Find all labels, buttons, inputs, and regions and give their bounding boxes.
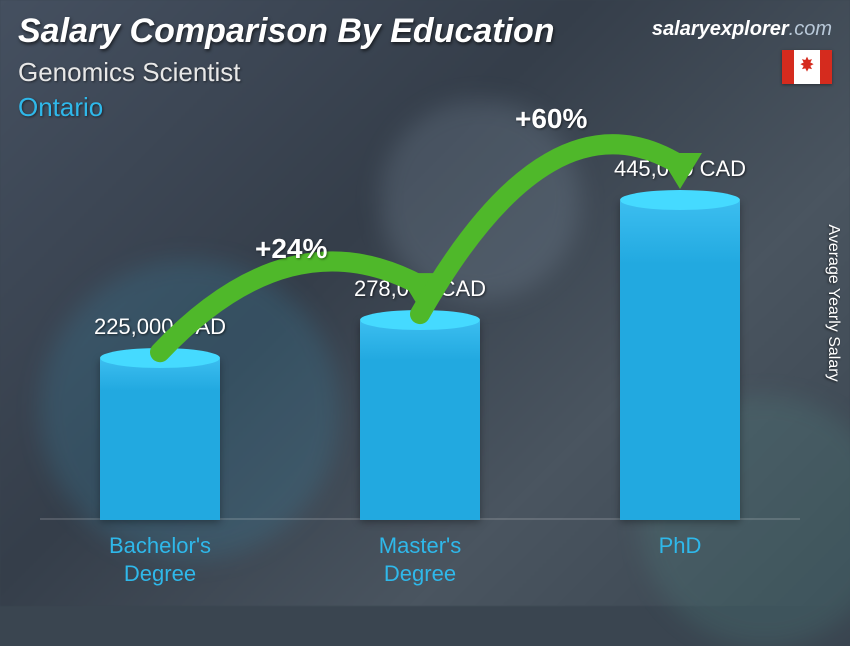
brand-name: salaryexplorer — [652, 18, 789, 40]
y-axis-label: Average Yearly Salary — [824, 224, 842, 381]
brand-logo: salaryexplorer.com — [652, 18, 832, 41]
maple-leaf-icon — [797, 55, 817, 79]
increase-arc: +60% — [40, 140, 800, 588]
brand-domain: .com — [789, 18, 832, 40]
bar-chart: 225,000 CADBachelor'sDegree278,000 CADMa… — [40, 140, 800, 588]
flag-icon — [782, 50, 832, 84]
chart-region: Ontario — [18, 92, 832, 123]
container: Salary Comparison By Education Genomics … — [0, 0, 850, 606]
chart-subtitle: Genomics Scientist — [18, 57, 832, 88]
increase-badge: +60% — [515, 103, 587, 135]
